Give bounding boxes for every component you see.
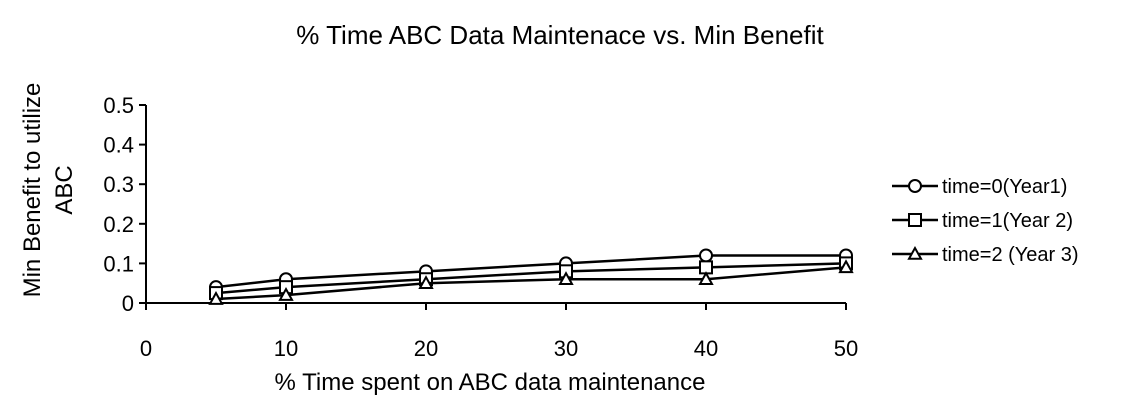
legend: time=0(Year1) time=1(Year 2) time=2 (Year … <box>892 176 1079 266</box>
chart-title: % Time ABC Data Maintenace vs. Min Benef… <box>296 20 824 50</box>
legend-item: time=2 (Year 3) <box>892 244 1079 266</box>
x-axis-ticks: 0 10 20 30 40 50 <box>140 303 858 361</box>
legend-label: time=0(Year1) <box>942 176 1067 198</box>
data-point <box>558 271 574 286</box>
y-tick-label: 0.3 <box>103 172 134 197</box>
data-point <box>838 259 854 274</box>
y-tick-label: 0.5 <box>103 93 134 118</box>
legend-marker <box>908 179 922 193</box>
series-triangle <box>208 259 854 305</box>
legend-marker <box>907 245 923 260</box>
data-point <box>278 287 294 301</box>
data-point <box>208 290 224 305</box>
y-axis-ticks: 0 0.1 0.2 0.3 0.4 0.5 <box>103 93 146 316</box>
x-tick-label: 50 <box>834 336 858 361</box>
legend-label: time=1(Year 2) <box>942 210 1073 232</box>
series-line <box>215 262 847 295</box>
x-tick-label: 30 <box>554 336 578 361</box>
data-point <box>699 248 713 263</box>
x-tick-label: 0 <box>140 336 152 361</box>
legend-item: time=0(Year1) <box>892 176 1067 198</box>
y-tick-label: 0.2 <box>103 212 134 237</box>
data-point <box>698 271 714 286</box>
x-axis-title: % Time spent on ABC data maintenance <box>275 369 706 396</box>
y-tick-label: 0.1 <box>103 251 134 276</box>
y-tick-label: 0 <box>122 291 134 316</box>
legend-item: time=1(Year 2) <box>892 210 1073 232</box>
y-axis-title: Min Benefit to utilize ABC <box>19 83 78 298</box>
y-axis-title-line-1: Min Benefit to utilize <box>19 83 46 298</box>
axes <box>145 105 846 304</box>
series-line <box>215 254 846 289</box>
plot-series <box>208 248 854 305</box>
x-tick-label: 20 <box>414 336 438 361</box>
y-tick-label: 0.4 <box>103 133 134 158</box>
series-circle <box>209 248 853 295</box>
series-line <box>215 266 847 301</box>
x-tick-label: 40 <box>694 336 718 361</box>
legend-label: time=2 (Year 3) <box>942 244 1079 266</box>
data-point <box>418 275 434 289</box>
y-axis-title-line-2: ABC <box>51 165 78 214</box>
x-tick-label: 10 <box>274 336 298 361</box>
legend-marker <box>908 213 922 227</box>
